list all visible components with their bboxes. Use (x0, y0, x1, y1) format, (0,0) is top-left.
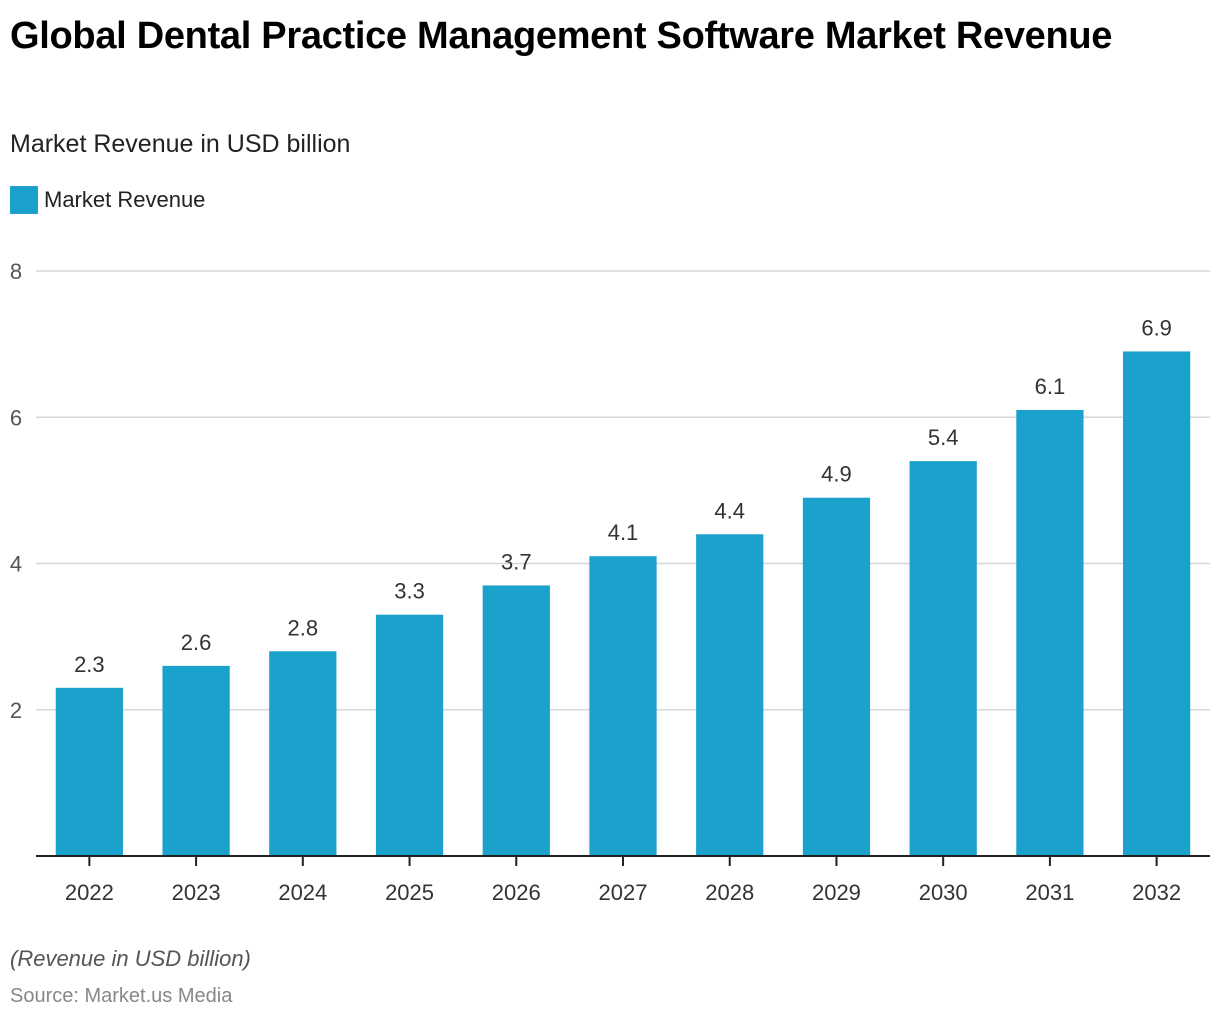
data-label: 6.9 (1141, 315, 1172, 340)
bar (589, 556, 657, 856)
x-tick-label: 2022 (65, 880, 114, 905)
x-tick-label: 2027 (599, 880, 648, 905)
bar (375, 614, 444, 856)
data-label: 6.1 (1035, 374, 1066, 399)
chart-subtitle: Market Revenue in USD billion (10, 130, 351, 158)
y-axis-ticks: 2 4 6 8 (10, 259, 22, 723)
bar (55, 687, 123, 856)
data-label: 2.8 (288, 615, 319, 640)
data-label: 2.3 (74, 652, 105, 677)
x-tick-label: 2026 (492, 880, 541, 905)
bar (269, 651, 337, 856)
y-tick-label: 8 (10, 259, 22, 284)
x-tick-label: 2032 (1132, 880, 1181, 905)
x-tick-label: 2030 (919, 880, 968, 905)
x-tick-label: 2031 (1025, 880, 1074, 905)
data-label: 4.4 (714, 498, 745, 523)
bar (1123, 351, 1191, 856)
data-labels: 2.3 2.6 2.8 3.3 3.7 4.1 4.4 4.9 5.4 6.1 6.9 (74, 315, 1172, 676)
chart-note: (Revenue in USD billion) (10, 946, 251, 971)
x-axis: 2022 2023 2024 2025 2026 2027 2028 2029 2030 2031… (36, 855, 1210, 905)
data-label: 4.1 (608, 520, 639, 545)
y-tick-label: 6 (10, 405, 22, 430)
y-tick-label: 2 (10, 698, 22, 723)
data-label: 3.3 (394, 579, 425, 604)
x-tick-label: 2024 (278, 880, 327, 905)
legend: Market Revenue (10, 186, 205, 214)
data-label: 3.7 (501, 549, 532, 574)
legend-label: Market Revenue (44, 187, 206, 212)
bar (696, 534, 764, 856)
bar (802, 497, 871, 856)
data-label: 2.6 (181, 630, 212, 655)
bars (55, 351, 1191, 856)
bar (1016, 409, 1084, 856)
data-label: 5.4 (928, 425, 959, 450)
x-tick-label: 2029 (812, 880, 861, 905)
x-tick-label: 2023 (172, 880, 221, 905)
chart-title: Global Dental Practice Management Softwa… (10, 15, 1113, 57)
bar (909, 461, 977, 856)
x-tick-label: 2025 (385, 880, 434, 905)
data-label: 4.9 (821, 462, 852, 487)
chart-source: Source: Market.us Media (10, 985, 233, 1007)
bar (482, 585, 550, 856)
x-tick-label: 2028 (705, 880, 754, 905)
bar (162, 665, 230, 856)
legend-swatch (10, 186, 38, 214)
y-tick-label: 4 (10, 552, 22, 577)
